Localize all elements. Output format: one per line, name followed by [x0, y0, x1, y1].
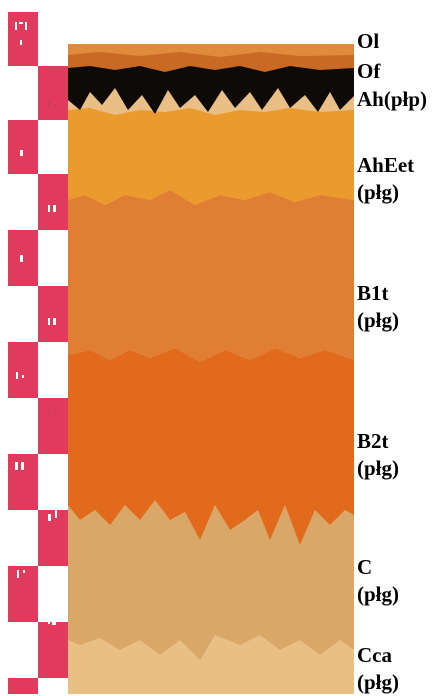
label-b2t: B2t (płg)	[357, 428, 399, 482]
scale-cell	[38, 120, 68, 174]
scale-cell	[8, 398, 38, 454]
horizon-label: AhEet	[357, 153, 415, 177]
scale-cell	[38, 454, 68, 510]
horizon-label: Ol	[357, 29, 380, 53]
horizon-label: Cca	[357, 643, 392, 667]
horizon-sublabel: (płg)	[357, 456, 399, 480]
layer-ah	[68, 60, 354, 114]
label-c: C (płg)	[357, 554, 399, 608]
scale-cell	[8, 510, 38, 566]
label-cca: Cca (płg)	[357, 642, 399, 696]
scale-cell	[38, 230, 68, 286]
scale-cell	[38, 622, 68, 678]
scale-cell	[8, 66, 38, 120]
horizon-label: Of	[357, 59, 381, 83]
label-ah: Ah(płp)	[357, 86, 427, 113]
horizon-label: B1t	[357, 281, 389, 305]
scale-cell	[38, 566, 68, 622]
scale-cell	[38, 678, 68, 694]
layer-of	[68, 52, 354, 72]
horizon-label: C	[357, 555, 373, 579]
scale-cell	[8, 342, 38, 398]
scale-marks	[15, 22, 57, 670]
scale-cell	[8, 12, 38, 66]
scale-cell	[38, 510, 68, 566]
scale-cell	[38, 342, 68, 398]
layer-b2t	[68, 348, 354, 545]
scale-cell	[38, 12, 68, 66]
horizon-label: B2t	[357, 429, 389, 453]
scale-cell	[8, 678, 38, 694]
label-b1t: B1t (płg)	[357, 280, 399, 334]
scale-cell	[8, 286, 38, 342]
measuring-scale	[8, 12, 68, 694]
scale-cell	[38, 174, 68, 230]
scale-cell	[38, 398, 68, 454]
horizon-sublabel: (płg)	[357, 670, 399, 694]
horizon-sublabel: (płg)	[357, 180, 399, 204]
label-aheet: AhEet (płg)	[357, 152, 414, 206]
label-of: Of	[357, 58, 380, 85]
label-ol: Ol	[357, 28, 379, 55]
horizon-sublabel: (płg)	[357, 582, 399, 606]
horizon-label: Ah(płp)	[357, 87, 428, 111]
layer-ol	[68, 44, 354, 57]
layer-aheet	[68, 108, 354, 205]
horizon-sublabel: (płg)	[357, 308, 399, 332]
scale-cell	[8, 566, 38, 622]
layer-b1t	[68, 190, 354, 362]
layer-c	[68, 500, 354, 660]
scale-cell	[38, 286, 68, 342]
scale-cell	[38, 66, 68, 120]
scale-cell	[8, 120, 38, 174]
scale-cell	[8, 174, 38, 230]
scale-cell	[8, 622, 38, 678]
soil-layers	[68, 44, 354, 694]
